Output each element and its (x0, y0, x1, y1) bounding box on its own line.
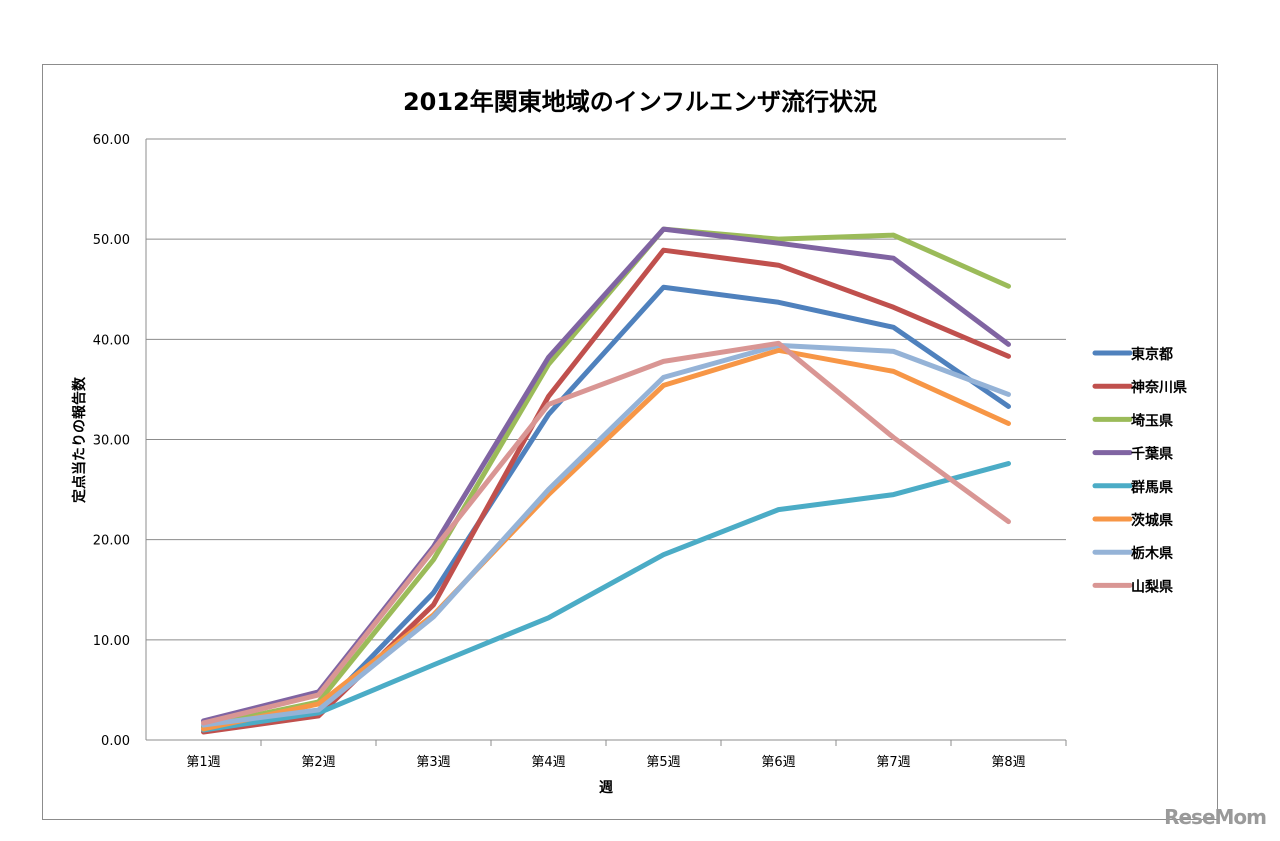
series-line-6 (201, 342, 1011, 728)
chart-frame (42, 64, 1218, 820)
legend-label: 神奈川県 (1131, 379, 1187, 396)
x-tick-label: 第1週 (186, 755, 220, 770)
legend-label: 埼玉県 (1131, 412, 1173, 429)
y-tick-label: 50.00 (93, 233, 130, 248)
y-tick-label: 60.00 (93, 133, 130, 148)
legend-label: 茨城県 (1131, 512, 1173, 529)
y-tick-label: 40.00 (93, 333, 130, 348)
x-tick-label: 第3週 (416, 755, 450, 770)
legend-label: 千葉県 (1131, 446, 1173, 463)
x-tick-label: 第5週 (646, 755, 680, 770)
watermark-logo: ReseMom (1164, 805, 1267, 829)
legend-label: 山梨県 (1131, 578, 1173, 595)
series-line-5 (201, 347, 1011, 732)
legend-label: 東京都 (1131, 346, 1173, 363)
x-tick-label: 第4週 (531, 755, 565, 770)
legend-label: 群馬県 (1130, 479, 1173, 496)
series-line-1 (201, 247, 1011, 735)
x-tick-label: 第6週 (761, 755, 795, 770)
y-tick-label: 0.00 (101, 734, 130, 749)
series-line-4 (201, 461, 1011, 733)
series-line-7 (201, 340, 1011, 726)
x-tick-label: 第2週 (301, 755, 335, 770)
y-tick-label: 30.00 (93, 434, 130, 449)
x-tick-label: 第8週 (991, 755, 1025, 770)
x-axis-label: 週 (599, 780, 613, 796)
y-tick-label: 20.00 (93, 534, 130, 549)
y-axis-label: 定点当たりの報告数 (71, 376, 88, 503)
x-tick-label: 第7週 (876, 755, 910, 770)
legend-label: 栃木県 (1131, 545, 1173, 562)
chart-title: 2012年関東地域のインフルエンザ流行状況 (403, 88, 877, 116)
y-tick-label: 10.00 (93, 634, 130, 649)
